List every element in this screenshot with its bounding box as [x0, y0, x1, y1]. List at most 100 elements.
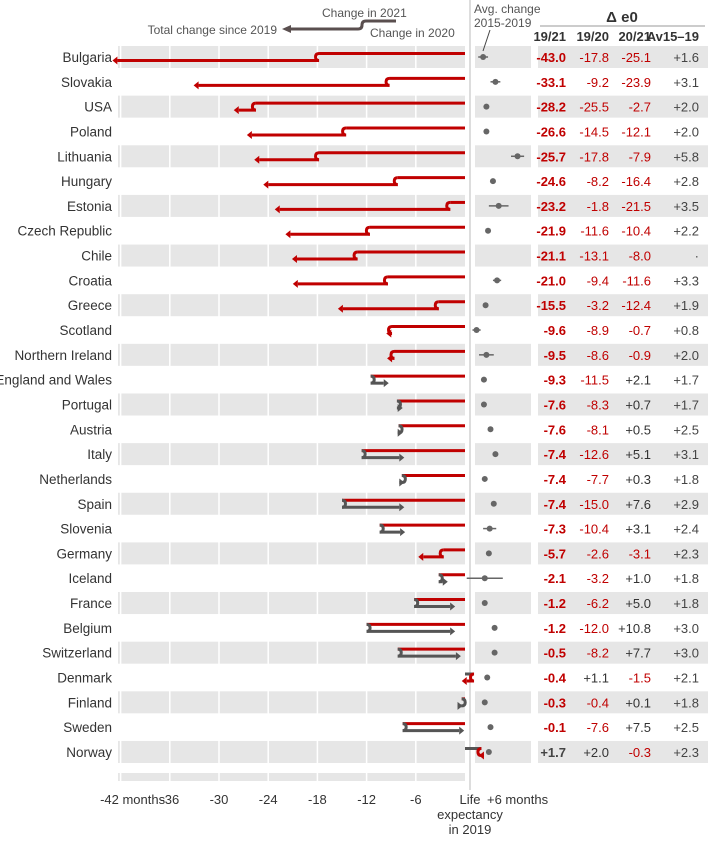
table-cell-d1920: -14.5 [579, 124, 609, 139]
arrowhead [442, 577, 448, 586]
table-cell-av: +1.8 [673, 571, 699, 586]
arrowhead [233, 106, 239, 115]
axis-tick-label: -24 [259, 792, 278, 807]
avg-change-dot [480, 54, 487, 60]
table-cell-d1920: -17.8 [579, 149, 609, 164]
avg-change-dot [485, 748, 492, 755]
table-cell-d2021: -10.4 [621, 224, 651, 239]
avg-change-dot [480, 376, 487, 383]
country-label: Czech Republic [17, 224, 112, 239]
table-cell-d1920: -8.1 [587, 422, 609, 437]
table-band [538, 393, 708, 416]
table-cell-d1920: -15.0 [579, 497, 609, 512]
country-label: France [70, 596, 112, 611]
avg-change-dot [485, 550, 492, 557]
row-band [118, 443, 465, 466]
avg-change-dot [484, 674, 491, 681]
table-cell-d1920: -8.9 [587, 323, 609, 338]
table-header-3: Av15–19 [647, 29, 699, 44]
table-cell-d1921: -33.1 [536, 75, 566, 90]
table-cell-av: +2.2 [673, 224, 699, 239]
table-cell-d1921: -9.3 [544, 373, 566, 388]
table-cell-d1920: -3.2 [587, 571, 609, 586]
axis-tick-label: -6 [410, 792, 422, 807]
avg-change-dot [492, 451, 499, 458]
row-band [118, 343, 465, 366]
row-band [118, 691, 465, 714]
table-cell-d2021: -8.0 [629, 249, 651, 264]
country-label: Lithuania [57, 149, 112, 164]
table-cell-d1921: -2.1 [544, 571, 566, 586]
table-cell-d2021: -23.9 [621, 75, 651, 90]
table-cell-d2021: +10.8 [618, 621, 651, 636]
table-band [538, 443, 708, 466]
avg-band [475, 443, 531, 466]
arrowhead [274, 205, 280, 214]
table-cell-av: +0.8 [673, 323, 699, 338]
table-cell-d1921: -24.6 [536, 174, 566, 189]
country-label: Belgium [63, 621, 112, 636]
row-band [118, 592, 465, 615]
axis-label-life: in 2019 [449, 822, 492, 836]
table-cell-d2021: +5.1 [625, 447, 651, 462]
table-band [538, 145, 708, 168]
table-cell-d2021: +7.5 [625, 720, 651, 735]
row-band [118, 294, 465, 317]
table-cell-av: +1.8 [673, 695, 699, 710]
arrowhead [455, 652, 461, 661]
avg-change-dot [487, 724, 494, 731]
country-label: Northern Ireland [14, 348, 112, 363]
table-band [538, 542, 708, 565]
arrowhead [400, 528, 406, 537]
table-cell-d2021: +7.6 [625, 497, 651, 512]
table-cell-d1920: -8.2 [587, 174, 609, 189]
table-band [538, 95, 708, 118]
row-band [118, 194, 465, 217]
table-cell-d1921: -7.4 [544, 497, 567, 512]
avg-band [475, 343, 531, 366]
avg-band [475, 294, 531, 317]
avg-change-dot [492, 78, 499, 85]
legend-change-2021: Change in 2021 [322, 6, 407, 20]
table-cell-d2021: -12.1 [621, 124, 651, 139]
table-cell-d1920: -3.2 [587, 298, 609, 313]
table-cell-d1920: -8.6 [587, 348, 609, 363]
table-header-2: 20/21 [618, 29, 651, 44]
arrowhead [457, 701, 463, 710]
country-label: England and Wales [0, 373, 112, 388]
table-header-1: 19/20 [576, 29, 609, 44]
avg-change-dot [481, 600, 488, 607]
axis-tick-label: -18 [308, 792, 327, 807]
table-cell-d1920: -2.6 [587, 546, 609, 561]
table-cell-av: +1.8 [673, 596, 699, 611]
table-cell-d1920: -17.8 [579, 50, 609, 65]
table-cell-d1920: +1.1 [583, 671, 609, 686]
country-label: Denmark [57, 671, 112, 686]
table-cell-d1920: -7.7 [587, 472, 609, 487]
legend-total-change: Total change since 2019 [148, 23, 278, 37]
table-cell-d1921: -7.3 [544, 522, 566, 537]
avg-change-dot [481, 699, 488, 706]
table-title: Δ e0 [606, 9, 638, 26]
avg-change-dot [481, 475, 488, 482]
avg-band [475, 542, 531, 565]
table-cell-d2021: -2.7 [629, 100, 651, 115]
table-cell-av: +3.1 [673, 75, 699, 90]
arrowhead [337, 304, 343, 313]
table-cell-d1920: -10.4 [579, 522, 609, 537]
axis-tick-label: -36 [160, 792, 179, 807]
table-cell-av: +3.5 [673, 199, 699, 214]
legend-arrowhead [282, 25, 291, 33]
table-cell-av: +2.5 [673, 720, 699, 735]
arrowhead [292, 279, 298, 288]
table-cell-d1921: -15.5 [536, 298, 566, 313]
table-cell-av: +1.8 [673, 472, 699, 487]
table-cell-av: +1.7 [673, 397, 699, 412]
avg-change-dot [480, 401, 487, 408]
arrowhead [254, 155, 260, 164]
table-cell-d1921: +1.7 [540, 745, 566, 760]
table-cell-av: +2.3 [673, 745, 699, 760]
table-cell-d1920: -8.3 [587, 397, 609, 412]
table-header-0: 19/21 [533, 29, 566, 44]
country-label: USA [84, 100, 112, 115]
